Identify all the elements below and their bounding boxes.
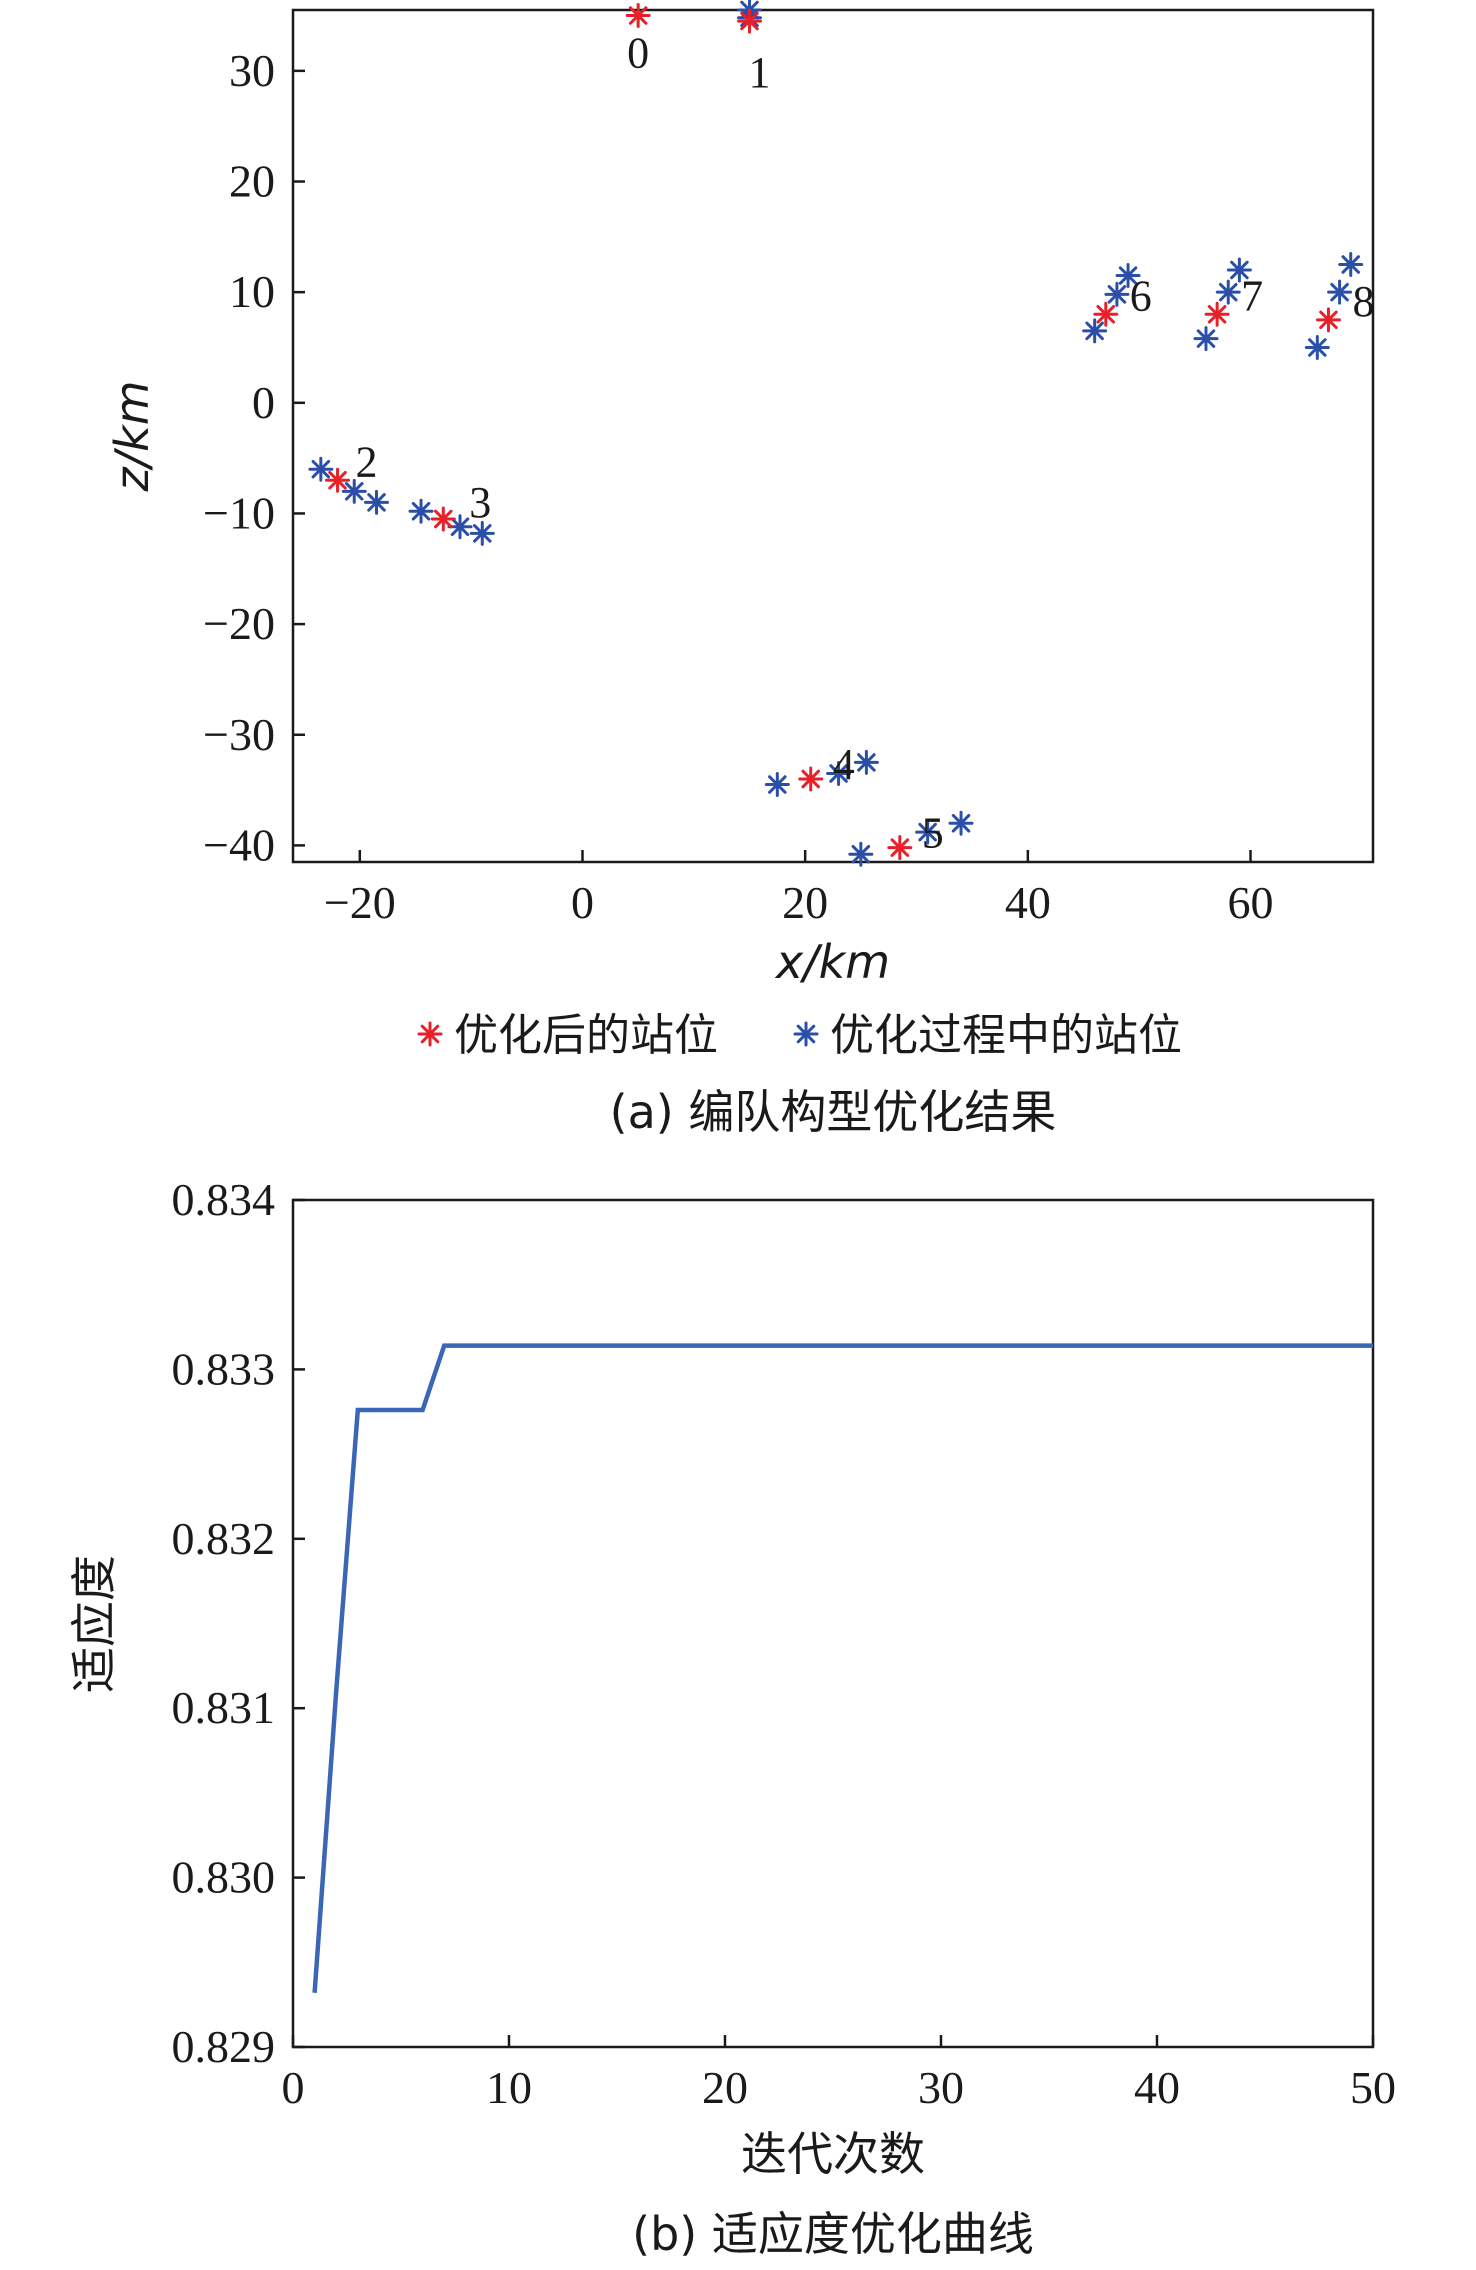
optimized-station-point: [887, 835, 913, 861]
process-station-point: [915, 819, 941, 845]
chart-b-x-tick-label: 10: [486, 2062, 532, 2113]
optimized-station-point: [736, 8, 762, 34]
station-label-8: 8: [1352, 277, 1374, 326]
legend-marker-optimized: [417, 1021, 443, 1047]
process-station-point: [308, 456, 334, 482]
process-station-point: [1304, 334, 1330, 360]
process-station-point: [408, 498, 434, 524]
chart-a-caption: (a) 编队构型优化结果: [610, 1085, 1057, 1139]
process-station-point: [1193, 326, 1219, 352]
process-station-point: [341, 478, 367, 504]
chart-b-x-axis-label: 迭代次数: [741, 2127, 925, 2181]
chart-b-y-tick-label: 0.830: [172, 1852, 276, 1903]
process-station-point: [364, 489, 390, 515]
station-label-5: 5: [922, 809, 944, 858]
chart-a-plot-frame: [291, 8, 1375, 864]
optimized-station-point: [1093, 301, 1119, 327]
chart-b-x-tick-label: 20: [702, 2062, 748, 2113]
chart-a-y-axis-label: z/km: [105, 380, 159, 492]
station-label-6: 6: [1130, 271, 1152, 320]
station-label-0: 0: [627, 29, 649, 78]
chart-a-y-ticks: −40 −30 −20 −10 0 10 20 30: [203, 45, 305, 870]
chart-a-y-tick-label: 20: [229, 156, 275, 207]
chart-b-plot-frame: [291, 1198, 1375, 2049]
chart-a-x-tick-label: −20: [324, 877, 396, 928]
legend-star-process: [793, 1021, 819, 1047]
station-label-3: 3: [469, 478, 491, 527]
station-label-7: 7: [1241, 271, 1263, 320]
chart-b-x-tick-label: 0: [282, 2062, 305, 2113]
optimized-station-point: [625, 3, 651, 29]
chart-a-points: [308, 0, 1364, 867]
chart-a-y-tick-label: −10: [203, 487, 275, 538]
process-station-point: [1115, 263, 1141, 289]
chart-a-x-axis-label: x/km: [774, 935, 890, 989]
chart-a-x-tick-label: 60: [1228, 877, 1274, 928]
process-station-point: [948, 810, 974, 836]
chart-b-y-tick-label: 0.832: [172, 1513, 276, 1564]
process-station-point: [1082, 318, 1108, 344]
chart-a-y-tick-label: −40: [203, 819, 275, 870]
process-station-point: [826, 760, 852, 786]
legend-label-optimized: 优化后的站位: [454, 1010, 718, 1061]
process-station-point: [853, 749, 879, 775]
station-label-1: 1: [748, 48, 770, 97]
station-label-2: 2: [356, 437, 378, 486]
process-station-point: [848, 841, 874, 867]
chart-b-y-ticks: 0.829 0.830 0.831 0.832 0.833 0.834: [172, 1174, 305, 2072]
chart-b-x-tick-label: 50: [1350, 2062, 1396, 2113]
process-station-point: [1327, 279, 1353, 305]
chart-a-y-tick-label: −20: [203, 598, 275, 649]
chart-b-caption: (b) 适应度优化曲线: [632, 2207, 1034, 2261]
optimized-station-point: [430, 506, 456, 532]
process-station-point: [469, 520, 495, 546]
chart-a-annotations: 0 1 2 3 4 5 6 7 8: [356, 29, 1375, 858]
chart-b-y-tick-label: 0.831: [172, 1682, 276, 1733]
chart-a-x-tick-label: 0: [571, 877, 594, 928]
process-station-point: [447, 514, 473, 540]
process-station-point: [1338, 251, 1364, 277]
chart-a-y-tick-label: 0: [252, 377, 275, 428]
chart-b-x-ticks: 0 10 20 30 40 50: [282, 2035, 1396, 2113]
chart-a-y-tick-label: −30: [203, 709, 275, 760]
chart-a-x-tick-label: 20: [782, 877, 828, 928]
chart-a: −40 −30 −20 −10 0 10 20 30 −20 0 20 40 60 0 1 2 3 4 5 6 7 8…: [105, 0, 1374, 1139]
process-station-point: [1226, 257, 1252, 283]
chart-a-y-tick-label: 30: [229, 45, 275, 96]
legend-marker-process: [793, 1021, 819, 1047]
optimized-station-point: [325, 467, 351, 493]
process-station-point: [1215, 279, 1241, 305]
chart-b-y-tick-label: 0.834: [172, 1174, 276, 1225]
optimized-station-point: [798, 766, 824, 792]
legend-star-optimized: [417, 1021, 443, 1047]
chart-a-legend: 优化后的站位 优化过程中的站位: [417, 1010, 1182, 1061]
legend-label-process: 优化过程中的站位: [830, 1010, 1182, 1061]
chart-b-x-tick-label: 30: [918, 2062, 964, 2113]
chart-b-y-tick-label: 0.829: [172, 2021, 276, 2072]
chart-a-y-tick-label: 10: [229, 266, 275, 317]
chart-b: 0.829 0.830 0.831 0.832 0.833 0.834 0 10 20 30 40…: [67, 1174, 1396, 2261]
process-station-point: [764, 772, 790, 798]
chart-a-x-tick-label: 40: [1005, 877, 1051, 928]
optimized-station-point: [1204, 301, 1230, 327]
optimized-station-point: [1315, 307, 1341, 333]
fitness-curve-line: [312, 1343, 1373, 1993]
chart-b-series: [312, 1343, 1373, 1993]
chart-b-y-axis-label: 适应度: [67, 1555, 121, 1693]
chart-b-x-tick-label: 40: [1134, 2062, 1180, 2113]
station-label-4: 4: [833, 740, 855, 789]
chart-a-x-ticks: −20 0 20 40 60: [324, 850, 1274, 928]
process-station-point: [1104, 281, 1130, 307]
chart-b-y-tick-label: 0.833: [172, 1343, 276, 1394]
